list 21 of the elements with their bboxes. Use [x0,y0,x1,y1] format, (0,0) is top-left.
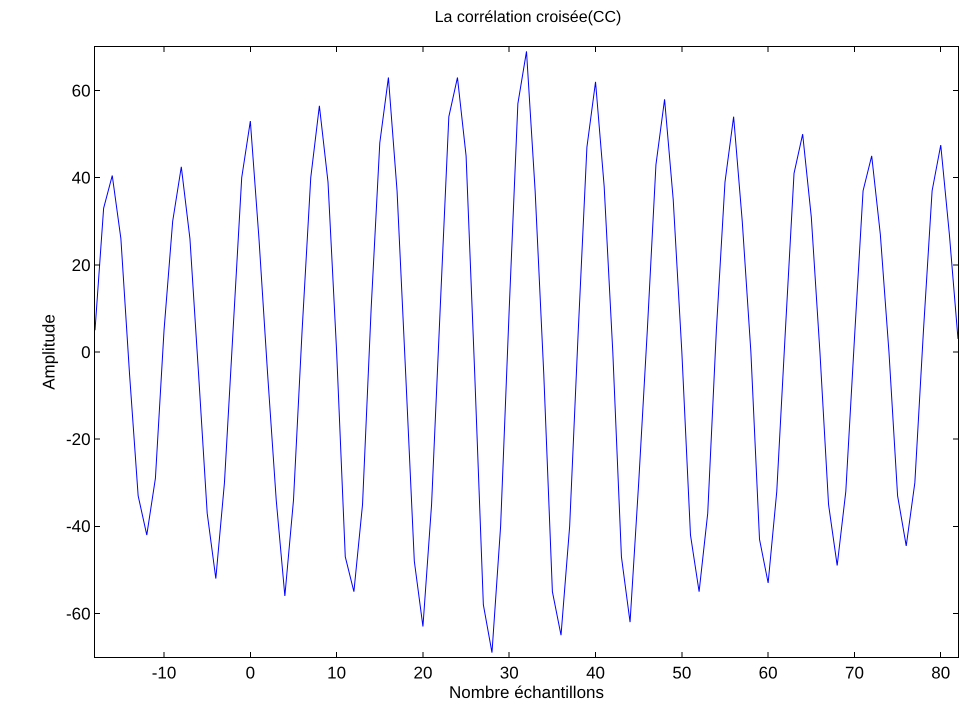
chart-title: La corrélation croisée(CC) [434,8,622,26]
x-tick-label: 50 [672,663,692,682]
y-tick-label: 20 [72,256,91,275]
y-tick-label: 0 [81,342,91,362]
y-tick-label: -40 [66,517,91,536]
x-tick-label: 60 [758,663,778,682]
x-tick-label: -10 [152,663,176,682]
x-tick-label: 10 [327,663,346,682]
x-tick-label: 0 [246,663,256,682]
x-tick-label: 70 [844,663,864,682]
line-series [95,50,958,654]
y-tick-label: 40 [72,168,91,188]
x-tick-label: 20 [413,663,432,682]
x-tick-label: 30 [500,663,519,682]
x-tick-label: 40 [586,663,605,682]
y-axis-title: Amplitude [40,314,59,390]
x-tick-label: 80 [931,663,950,682]
y-tick-label: -60 [66,604,91,624]
x-axis-title: Nombre échantillons [449,682,604,702]
y-tick-label: -20 [66,430,91,450]
y-tick-label: 60 [72,82,91,101]
